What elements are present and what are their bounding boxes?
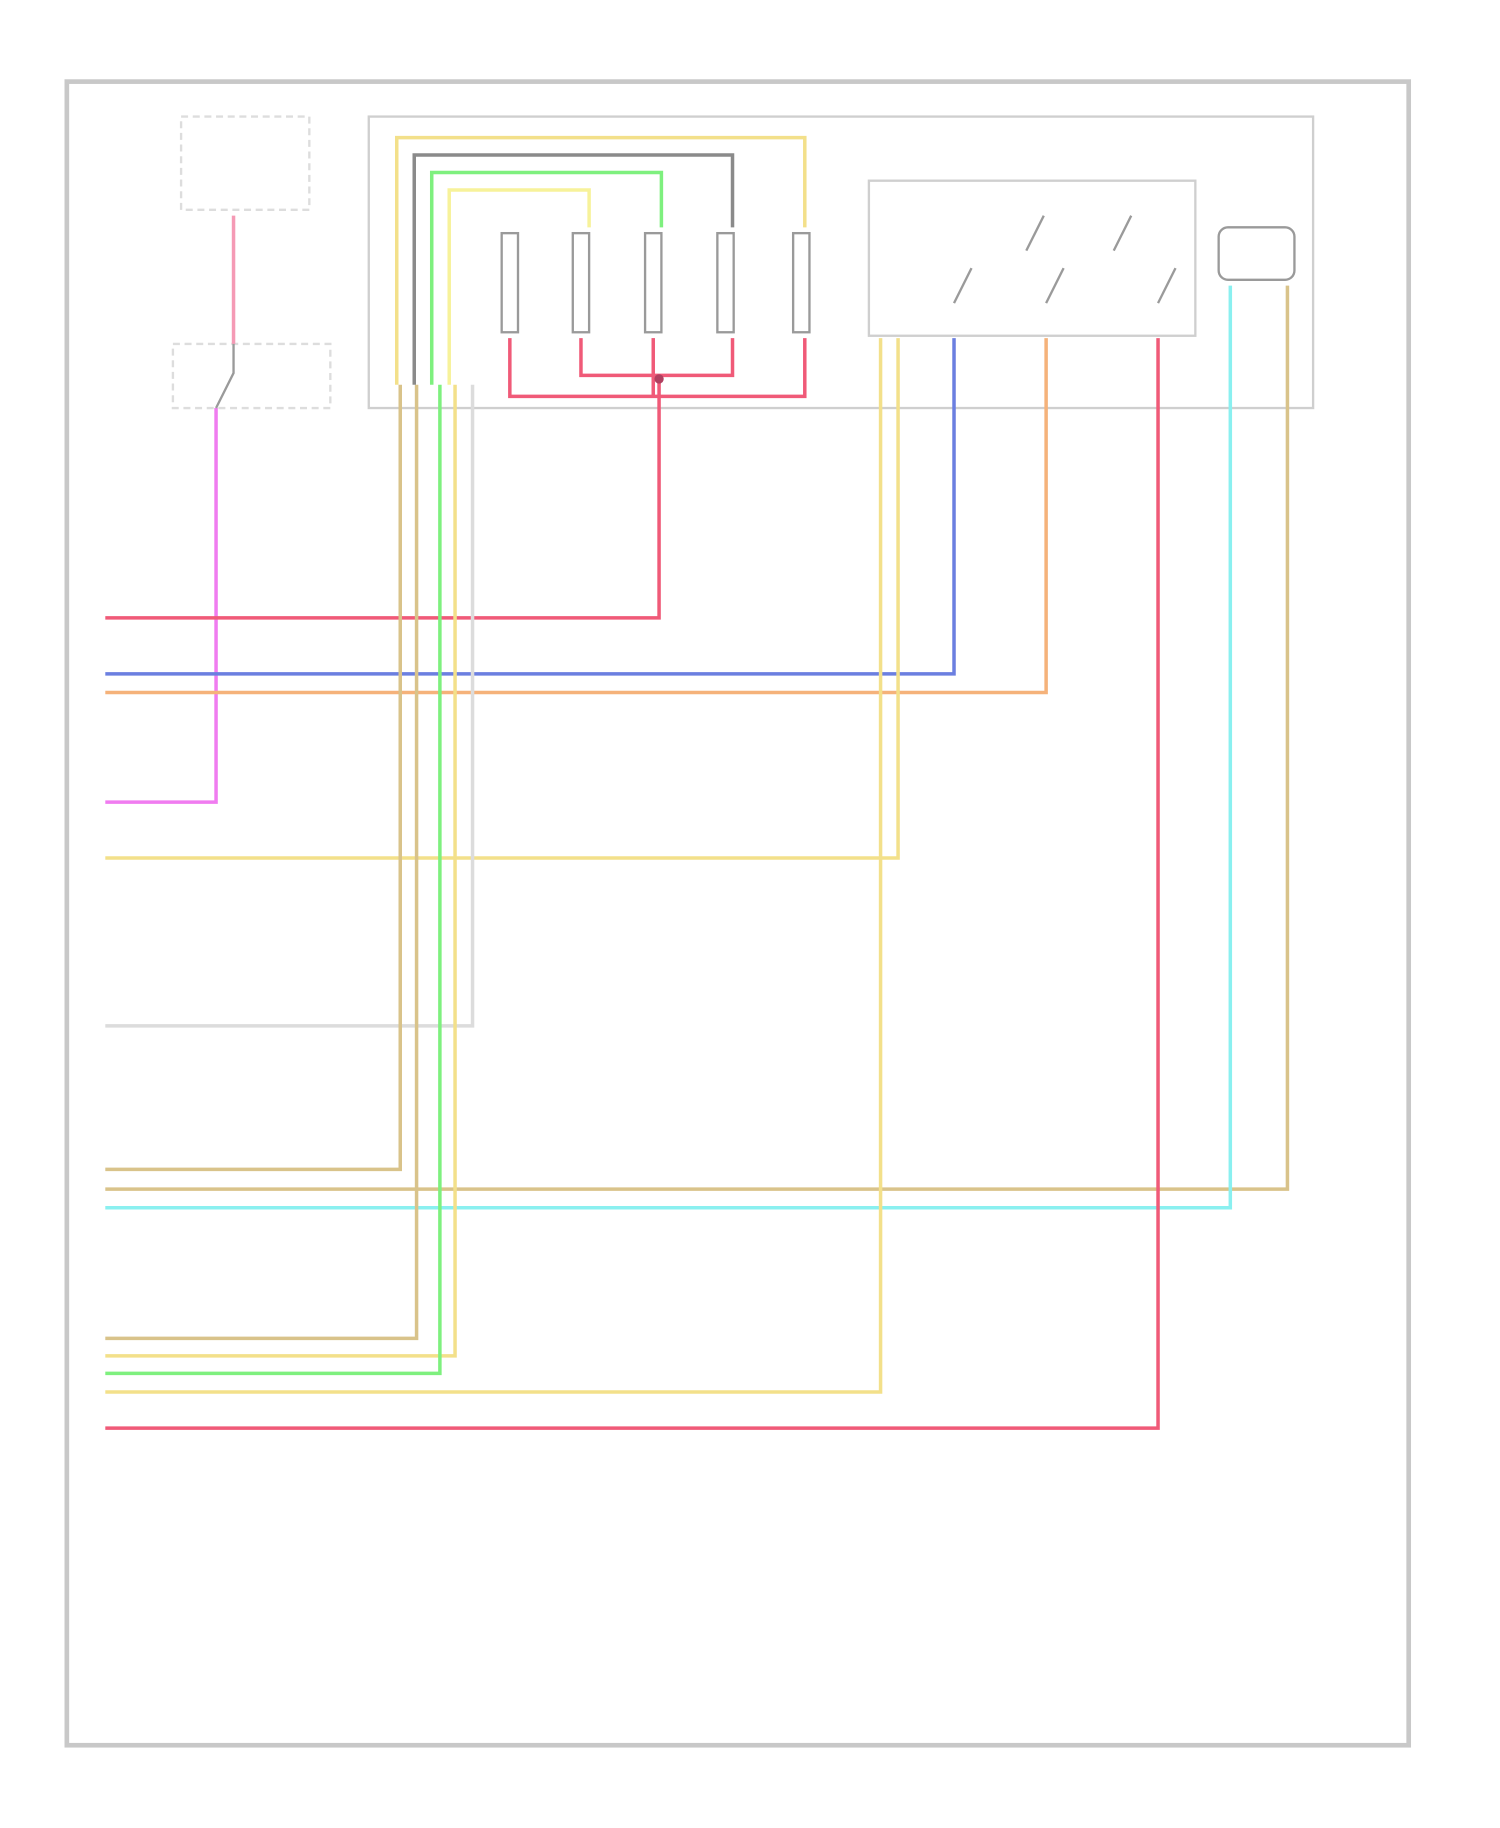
wire-yellow [105,384,457,1358]
splice-icon [654,374,664,384]
wire-tan [105,384,419,1341]
wire-yellow [105,338,883,1394]
wire-gray [412,153,735,385]
wire-cyan [105,285,1233,1210]
diagram-frame [64,79,1412,1748]
switch-contact-icon [952,267,973,304]
switch-contact-icon [1045,267,1065,304]
switch-contact-icon [1025,215,1045,252]
resistor-icon [791,231,811,334]
resistor-icon [643,231,663,334]
switch-icon [215,343,235,409]
wire-tan [105,285,1290,1191]
wire-light-yellow [447,188,591,385]
top-left-component [179,115,311,212]
switch-component [171,342,332,410]
wire-orange [105,338,1048,695]
switch-box [867,179,1197,337]
wire-light-gray [105,384,475,1028]
wires [105,135,1290,1430]
resistor-icon [571,231,591,334]
components [215,215,1177,409]
wire-red [508,338,807,399]
wire-green [429,170,664,385]
wire-red [105,338,1160,1430]
wire-magenta [105,408,218,804]
module-box [367,115,1315,410]
wire-yellow [105,338,900,860]
wire-blue [105,338,956,676]
resistor-icon [500,231,520,334]
wire-tan [105,384,403,1172]
wire-green [105,384,442,1376]
resistor-icon [716,231,735,334]
connector-component [1217,226,1296,281]
wire-red [579,338,735,378]
switch-contact-icon [1112,215,1133,252]
switch-contact-icon [1156,267,1177,304]
wire-red [105,378,661,620]
wire-yellow [395,135,807,385]
